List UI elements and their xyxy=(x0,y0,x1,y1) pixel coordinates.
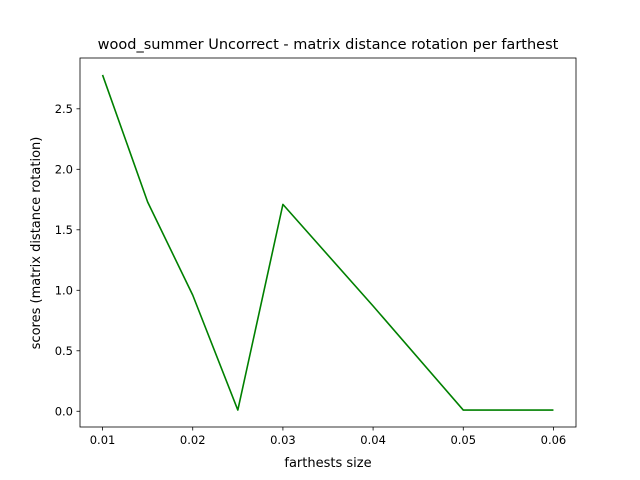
x-tick-label: 0.05 xyxy=(450,433,476,447)
x-tick-label: 0.02 xyxy=(180,433,206,447)
y-tick-label: 2.0 xyxy=(55,162,73,176)
y-tick-label: 0.5 xyxy=(55,344,73,358)
chart-title: wood_summer Uncorrect - matrix distance … xyxy=(98,37,559,53)
y-tick-label: 1.0 xyxy=(55,283,73,297)
plot-area: 0.01 0.02 0.03 0.04 0.05 0.06 0.0 0.5 1.0 1.5 2.0 2… xyxy=(55,57,577,447)
y-tick-label: 2.5 xyxy=(55,102,73,116)
x-axis-label: farthests size xyxy=(284,456,371,471)
y-tick-label: 1.5 xyxy=(55,223,73,237)
y-axis-label: scores (matrix distance rotation) xyxy=(29,137,44,350)
x-tick-label: 0.01 xyxy=(90,433,116,447)
x-tick-label: 0.03 xyxy=(270,433,296,447)
series-line-0 xyxy=(101,74,554,411)
x-tick-label: 0.06 xyxy=(541,433,567,447)
plot-frame xyxy=(79,57,577,428)
y-tick-label: 0.0 xyxy=(55,404,73,418)
x-tick-label: 0.04 xyxy=(360,433,386,447)
